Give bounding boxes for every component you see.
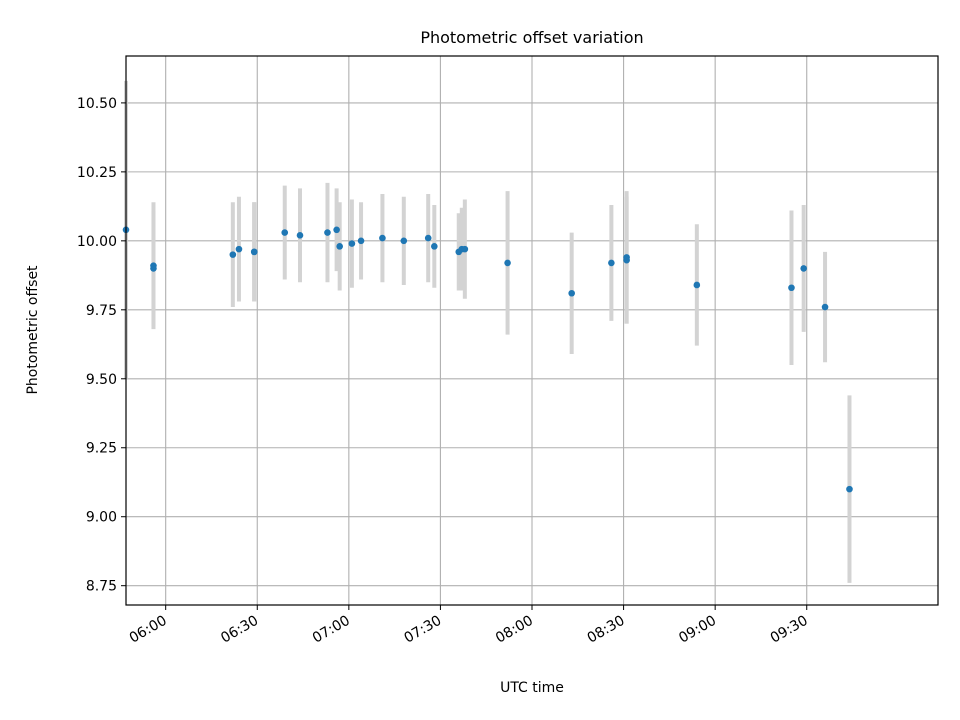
data-point xyxy=(568,289,575,297)
chart-title: Photometric offset variation xyxy=(420,28,643,47)
y-tick-label: 10.25 xyxy=(77,165,117,181)
data-point xyxy=(623,254,630,261)
y-tick-label: 10.50 xyxy=(77,96,117,112)
y-tick-label: 9.00 xyxy=(86,510,117,526)
data-point xyxy=(424,234,432,242)
data-point xyxy=(379,234,386,242)
data-point xyxy=(846,485,853,493)
data-point xyxy=(821,303,829,311)
data-point xyxy=(504,259,511,267)
x-axis-label: UTC time xyxy=(500,680,564,696)
data-points xyxy=(122,226,853,493)
data-point xyxy=(336,243,343,250)
y-tick-label: 9.25 xyxy=(86,441,117,457)
y-tick-label: 8.75 xyxy=(86,579,117,595)
data-point xyxy=(357,237,365,245)
data-point xyxy=(324,229,331,236)
data-point xyxy=(250,248,258,256)
data-point xyxy=(150,265,157,272)
data-point xyxy=(788,284,795,292)
data-point xyxy=(400,237,408,245)
data-point xyxy=(608,259,615,267)
data-point xyxy=(800,265,807,272)
data-point xyxy=(296,232,304,239)
y-tick-label: 9.75 xyxy=(86,303,117,319)
data-point xyxy=(333,226,340,234)
y-axis-label: Photometric offset xyxy=(25,265,41,395)
y-axis-ticks: 8.75 9.00 9.25 9.50 9.75 10.00 10.25 10.50 xyxy=(77,96,126,595)
y-tick-label: 10.00 xyxy=(77,234,117,250)
data-point xyxy=(431,243,438,250)
data-point xyxy=(348,240,356,247)
data-point xyxy=(461,245,469,253)
y-tick-label: 9.50 xyxy=(86,372,117,388)
data-point xyxy=(693,281,701,289)
data-point xyxy=(281,229,289,236)
data-point xyxy=(229,251,237,258)
data-point xyxy=(235,245,243,253)
